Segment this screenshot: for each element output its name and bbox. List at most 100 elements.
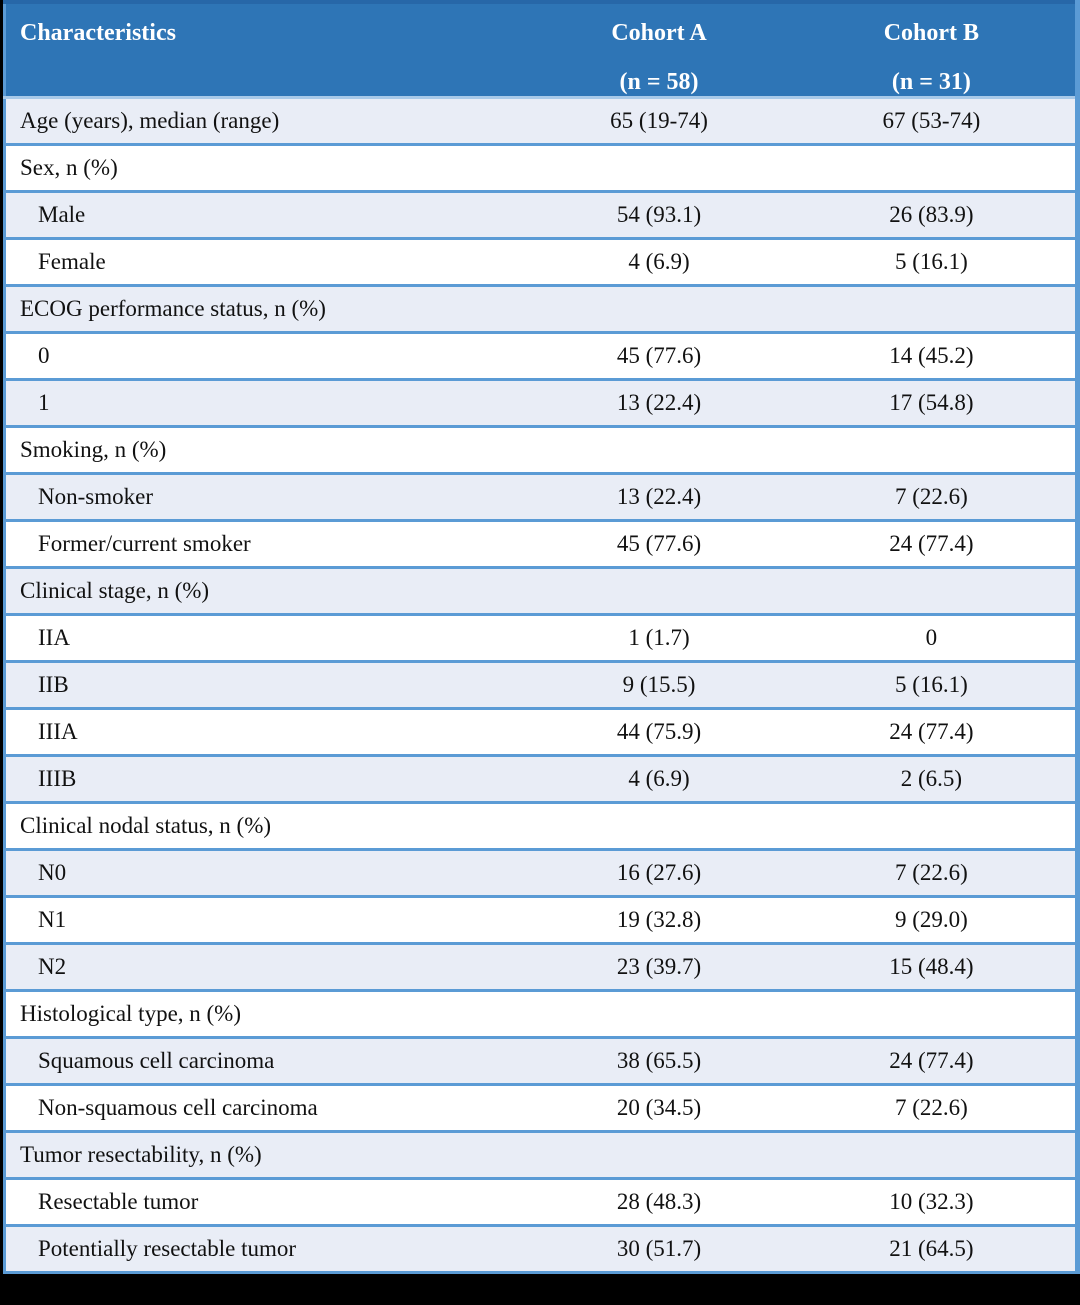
table-row: N0 16 (27.6) 7 (22.6) <box>4 848 1078 897</box>
cohort-a-value: 45 (77.6) <box>530 331 788 380</box>
row-label: Clinical nodal status, n (%) <box>4 801 531 850</box>
cohort-b-value: 0 <box>787 613 1078 662</box>
row-label: Resectable tumor <box>4 1177 531 1226</box>
cohort-b-value: 26 (83.9) <box>787 190 1078 239</box>
cohort-b-value: 10 (32.3) <box>787 1177 1078 1226</box>
table-body: Age (years), median (range) 65 (19-74) 67 … <box>4 96 1078 1273</box>
table-row: Smoking, n (%) <box>4 425 1078 474</box>
cohort-a-value: 13 (22.4) <box>530 378 788 427</box>
cohort-b-value: 21 (64.5) <box>787 1224 1078 1273</box>
table-row: Sex, n (%) <box>4 143 1078 192</box>
cohort-b-value: 5 (16.1) <box>787 660 1078 709</box>
cohort-b-value: 24 (77.4) <box>787 707 1078 756</box>
cohort-a-value <box>530 284 788 333</box>
row-label: 1 <box>4 378 531 427</box>
table-row: IIIA 44 (75.9) 24 (77.4) <box>4 707 1078 756</box>
table-row: Former/current smoker 45 (77.6) 24 (77.4) <box>4 519 1078 568</box>
table-row: IIA 1 (1.7) 0 <box>4 613 1078 662</box>
cohort-a-value: 45 (77.6) <box>530 519 788 568</box>
cohort-b-value: 67 (53-74) <box>787 96 1078 145</box>
cohort-b-value: 7 (22.6) <box>787 848 1078 897</box>
cohort-a-value: 16 (27.6) <box>530 848 788 897</box>
row-label: Female <box>4 237 531 286</box>
row-label: Tumor resectability, n (%) <box>4 1130 531 1179</box>
cohort-a-value: 23 (39.7) <box>530 942 788 991</box>
header-characteristics-label: Characteristics <box>20 20 176 46</box>
row-label: Non-squamous cell carcinoma <box>4 1083 531 1132</box>
cohort-b-value <box>787 1130 1078 1179</box>
table-row: IIB 9 (15.5) 5 (16.1) <box>4 660 1078 709</box>
row-label: Age (years), median (range) <box>4 96 531 145</box>
cohort-a-name: Cohort A <box>611 20 707 46</box>
table-row: Clinical nodal status, n (%) <box>4 801 1078 850</box>
cohort-a-value <box>530 566 788 615</box>
cohort-b-n: (n = 31) <box>891 69 971 95</box>
cohort-b-name: Cohort B <box>883 20 980 46</box>
cohort-a-value: 9 (15.5) <box>530 660 788 709</box>
row-label: N0 <box>4 848 531 897</box>
row-label: N1 <box>4 895 531 944</box>
cohort-b-value: 24 (77.4) <box>787 1036 1078 1085</box>
cohort-b-value <box>787 989 1078 1038</box>
table-row: Tumor resectability, n (%) <box>4 1130 1078 1179</box>
row-label: IIB <box>4 660 531 709</box>
cohort-a-value <box>530 143 788 192</box>
cohort-a-value: 1 (1.7) <box>530 613 788 662</box>
cohort-a-value: 19 (32.8) <box>530 895 788 944</box>
table-row: Potentially resectable tumor 30 (51.7) 21 … <box>4 1224 1078 1273</box>
table-row: Resectable tumor 28 (48.3) 10 (32.3) <box>4 1177 1078 1226</box>
table-row: N2 23 (39.7) 15 (48.4) <box>4 942 1078 991</box>
row-label: N2 <box>4 942 531 991</box>
row-label: Former/current smoker <box>4 519 531 568</box>
table-row: Non-smoker 13 (22.4) 7 (22.6) <box>4 472 1078 521</box>
cohort-b-value: 7 (22.6) <box>787 472 1078 521</box>
table-row: Clinical stage, n (%) <box>4 566 1078 615</box>
cohort-a-value: 13 (22.4) <box>530 472 788 521</box>
table-row: Squamous cell carcinoma 38 (65.5) 24 (77.4… <box>4 1036 1078 1085</box>
characteristics-table-container: Characteristics Cohort A (n = 58) Cohort… <box>3 0 1080 1274</box>
cohort-b-value <box>787 566 1078 615</box>
cohort-a-value: 38 (65.5) <box>530 1036 788 1085</box>
row-label: Histological type, n (%) <box>4 989 531 1038</box>
header-characteristics: Characteristics <box>4 2 531 99</box>
row-label: 0 <box>4 331 531 380</box>
table-row: N1 19 (32.8) 9 (29.0) <box>4 895 1078 944</box>
characteristics-table: Characteristics Cohort A (n = 58) Cohort… <box>3 0 1080 1274</box>
cohort-b-value <box>787 801 1078 850</box>
cohort-a-value: 65 (19-74) <box>530 96 788 145</box>
cohort-a-value <box>530 1130 788 1179</box>
table-row: IIIB 4 (6.9) 2 (6.5) <box>4 754 1078 803</box>
cohort-b-value <box>787 425 1078 474</box>
table-row: 1 13 (22.4) 17 (54.8) <box>4 378 1078 427</box>
cohort-b-value: 14 (45.2) <box>787 331 1078 380</box>
cohort-a-value <box>530 801 788 850</box>
cohort-b-value: 5 (16.1) <box>787 237 1078 286</box>
cohort-a-value: 4 (6.9) <box>530 237 788 286</box>
header-cohort-b: Cohort B (n = 31) <box>787 2 1078 99</box>
row-label: ECOG performance status, n (%) <box>4 284 531 333</box>
cohort-b-value: 2 (6.5) <box>787 754 1078 803</box>
cohort-a-value: 4 (6.9) <box>530 754 788 803</box>
table-row: Age (years), median (range) 65 (19-74) 67 … <box>4 96 1078 145</box>
bottom-black-bar <box>0 1281 1080 1305</box>
row-label: Sex, n (%) <box>4 143 531 192</box>
cohort-b-value: 9 (29.0) <box>787 895 1078 944</box>
cohort-a-value: 30 (51.7) <box>530 1224 788 1273</box>
table-row: Histological type, n (%) <box>4 989 1078 1038</box>
table-row: ECOG performance status, n (%) <box>4 284 1078 333</box>
cohort-b-value: 15 (48.4) <box>787 942 1078 991</box>
row-label: Male <box>4 190 531 239</box>
row-label: Squamous cell carcinoma <box>4 1036 531 1085</box>
cohort-b-value: 24 (77.4) <box>787 519 1078 568</box>
header-row: Characteristics Cohort A (n = 58) Cohort… <box>4 2 1078 99</box>
cohort-b-value: 17 (54.8) <box>787 378 1078 427</box>
table-row: Non-squamous cell carcinoma 20 (34.5) 7 (2… <box>4 1083 1078 1132</box>
table-header: Characteristics Cohort A (n = 58) Cohort… <box>4 2 1078 99</box>
cohort-a-value <box>530 989 788 1038</box>
table-row: Female 4 (6.9) 5 (16.1) <box>4 237 1078 286</box>
cohort-b-value: 7 (22.6) <box>787 1083 1078 1132</box>
header-cohort-a: Cohort A (n = 58) <box>530 2 788 99</box>
cohort-a-value: 54 (93.1) <box>530 190 788 239</box>
row-label: Clinical stage, n (%) <box>4 566 531 615</box>
cohort-a-n: (n = 58) <box>619 69 699 95</box>
